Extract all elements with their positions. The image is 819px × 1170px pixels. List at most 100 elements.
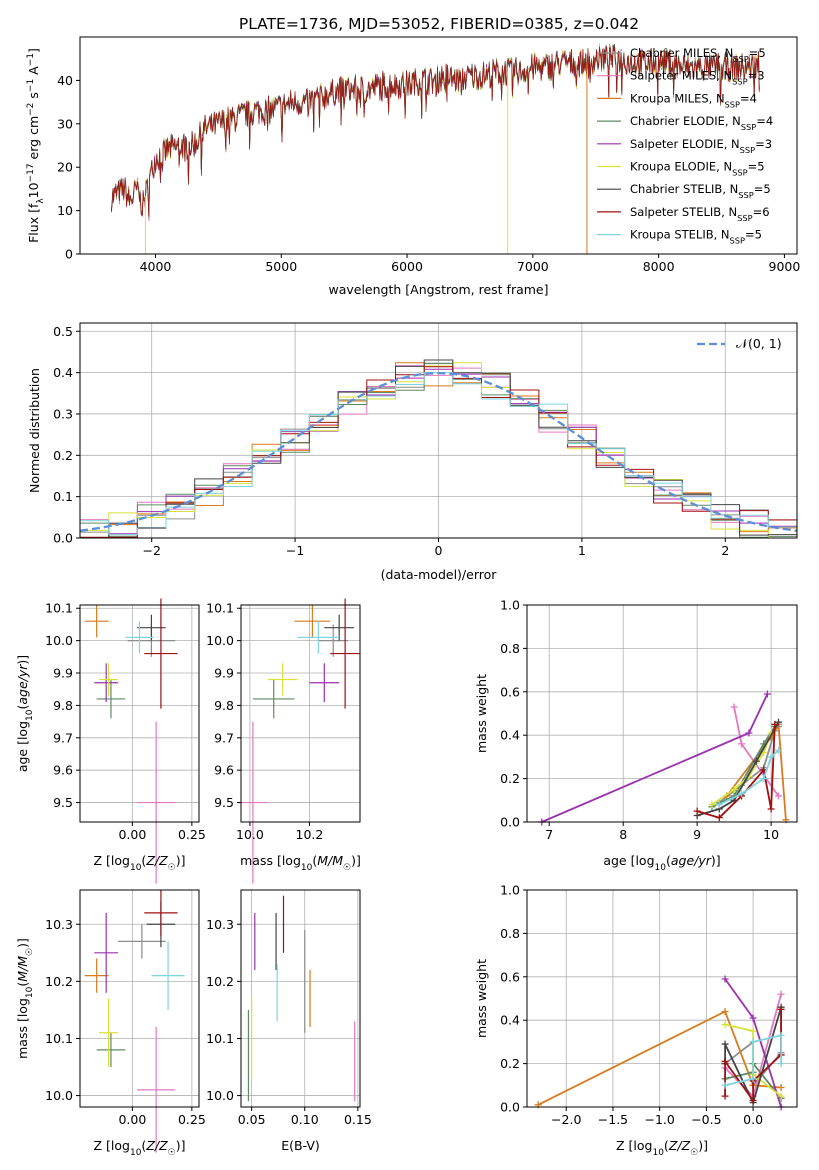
age_vs_mass-ytick-label: 9.5 [214, 795, 234, 810]
spectrum-xtick-label: 6000 [391, 259, 423, 274]
legend-label-6: Kroupa ELODIE, NSSP=5 [630, 160, 765, 178]
weight_vs_Z-marker [777, 1083, 785, 1091]
weight_vs_Z-marker [721, 1040, 729, 1048]
age_vs_Z-ytick-label: 9.9 [53, 666, 73, 681]
weight_vs_age-ytick-label: 0.8 [500, 641, 520, 656]
age_vs_mass-ytick-label: 10.0 [206, 633, 234, 648]
mass_vs_ebv-frame [240, 889, 361, 1108]
residuals-xtick-label: −1 [286, 543, 304, 558]
residuals-ytick-label: 0.1 [53, 489, 73, 504]
age_vs_Z-ytick-label: 10.1 [45, 601, 73, 616]
residuals-legend-label: 𝒩(0, 1) [736, 336, 782, 351]
data-layer [79, 43, 798, 1153]
legend-label-2: Salpeter MILES, NSSP=3 [630, 69, 765, 87]
weight_vs_Z-ylabel: mass weight [474, 959, 489, 1038]
mass_vs_ebv-xlabel: E(B-V) [281, 1138, 320, 1153]
age_vs_mass-ytick-label: 9.8 [214, 698, 234, 713]
spectrum-ytick-label: 0 [65, 247, 73, 262]
mass_vs_ebv-ytick-label: 10.1 [206, 1031, 234, 1046]
weight_vs_age-marker [775, 746, 783, 754]
age_vs_mass-xtick-label: 10.2 [296, 827, 324, 842]
age_vs_Z-xtick-label: 0.00 [118, 827, 146, 842]
weight_vs_age-marker [738, 740, 746, 748]
weight_vs_Z-marker [749, 1038, 757, 1046]
mass_vs_Z-xtick-label: 0.00 [118, 1112, 146, 1127]
weight_vs_Z-xtick-label: −1.0 [644, 1112, 674, 1127]
spectrum-xtick-label: 5000 [265, 259, 297, 274]
weight_vs_Z-ytick-label: 0.2 [500, 1056, 520, 1071]
weight_vs_age-marker [763, 690, 771, 698]
axes-layer: 4000 5000 6000 7000 8000 9000010203040wavelen… [15, 36, 800, 1158]
legend-label-4: Chabrier ELODIE, NSSP=4 [630, 114, 773, 132]
spectrum-ytick-label: 40 [57, 73, 73, 88]
weight_vs_age-marker [715, 814, 723, 822]
mass_vs_ebv-xtick-label: 0.10 [291, 1112, 319, 1127]
weight_vs_age-ytick-label: 0.2 [500, 771, 520, 786]
residuals-hist-8 [80, 366, 797, 538]
weight_vs_age-marker [693, 807, 701, 815]
legend-layer: Chabrier MILES, NSSP=5 Salpeter MILES, NS… [597, 46, 782, 351]
age_vs_mass-xlabel: mass [log10(M/M☉)] [240, 853, 361, 873]
mass_vs_ebv-ytick-label: 10.2 [206, 974, 234, 989]
weight_vs_Z-marker [749, 1014, 757, 1022]
weight_vs_Z-marker [777, 1092, 785, 1100]
weight_vs_age-marker [708, 801, 716, 809]
weight_vs_Z-ytick-label: 1.0 [500, 883, 520, 898]
residuals-ytick-label: 0.0 [53, 531, 73, 546]
weight_vs_age-marker [767, 753, 775, 761]
weight_vs_age-ytick-label: 0.4 [500, 728, 520, 743]
weight_vs_age-xtick-label: 10 [763, 827, 779, 842]
weight_vs_age-line-8 [696, 724, 776, 819]
weight_vs_Z-marker [721, 1081, 729, 1089]
weight_vs_Z-marker [721, 1021, 729, 1029]
residuals-ytick-label: 0.4 [53, 365, 73, 380]
weight_vs_age-marker [775, 718, 783, 726]
weight_vs_Z-marker [777, 1031, 785, 1039]
weight_vs_Z-frame [526, 889, 798, 1108]
residuals-xtick-label: −2 [142, 543, 160, 558]
mass_vs_Z-ytick-label: 10.1 [45, 1031, 73, 1046]
legend-label-3: Kroupa MILES, NSSP=4 [630, 91, 757, 109]
age_vs_Z-xlabel: Z [log10(Z/Z☉)] [94, 853, 186, 873]
age_vs_Z-ylabel: age [log10(age/yr)] [15, 655, 35, 772]
weight_vs_age-ytick-label: 0.6 [500, 684, 520, 699]
residuals-ytick-label: 0.3 [53, 406, 73, 421]
age_vs_mass-xtick-label: 10.0 [236, 827, 264, 842]
age_vs_Z-ytick-label: 9.7 [53, 730, 73, 745]
residuals-ytick-label: 0.2 [53, 448, 73, 463]
weight_vs_age-ytick-label: 1.0 [500, 598, 520, 613]
legend-label-1: Chabrier MILES, NSSP=5 [630, 46, 766, 64]
weight_vs_age-marker [730, 703, 738, 711]
weight_vs_age-marker [760, 775, 768, 783]
weight_vs_age-xlabel: age [log10(age/yr)] [603, 853, 720, 873]
mass_vs_Z-xlabel: Z [log10(Z/Z☉)] [94, 1138, 186, 1158]
mass_vs_ebv-xtick-label: 0.05 [238, 1112, 266, 1127]
spectrum-ytick-label: 10 [57, 203, 73, 218]
weight_vs_Z-marker [749, 1096, 757, 1104]
age_vs_Z-ytick-label: 9.5 [53, 795, 73, 810]
age_vs_Z-frame [79, 604, 200, 823]
weight_vs_Z-marker [777, 1060, 785, 1068]
residuals-ytick-label: 0.5 [53, 324, 73, 339]
weight_vs_age-marker [752, 757, 760, 765]
weight_vs_Z-xlabel: Z [log10(Z/Z☉)] [616, 1138, 708, 1158]
mass_vs_Z-ytick-label: 10.0 [45, 1088, 73, 1103]
residuals-xtick-label: 2 [721, 543, 729, 558]
weight_vs_Z-ytick-label: 0.6 [500, 969, 520, 984]
spectrum-ytick-label: 20 [57, 160, 73, 175]
age_vs_mass-ytick-label: 9.7 [214, 730, 234, 745]
mass_vs_Z-ytick-label: 10.3 [45, 917, 73, 932]
residuals-ylabel: Normed distribution [27, 368, 42, 493]
residuals-gaussian [79, 371, 798, 532]
weight_vs_age-frame [526, 604, 798, 823]
weight_vs_Z-marker [777, 1005, 785, 1013]
spectrum-ytick-label: 30 [57, 116, 73, 131]
weight_vs_Z-marker [749, 1027, 757, 1035]
residuals-hist-6 [80, 362, 797, 539]
age_vs_mass-frame [240, 604, 361, 823]
weight_vs_age-marker [745, 729, 753, 737]
weight_vs_age-xtick-label: 9 [693, 827, 701, 842]
age_vs_mass-ytick-label: 9.9 [214, 666, 234, 681]
mass_vs_Z-xtick-label: 0.25 [178, 1112, 206, 1127]
